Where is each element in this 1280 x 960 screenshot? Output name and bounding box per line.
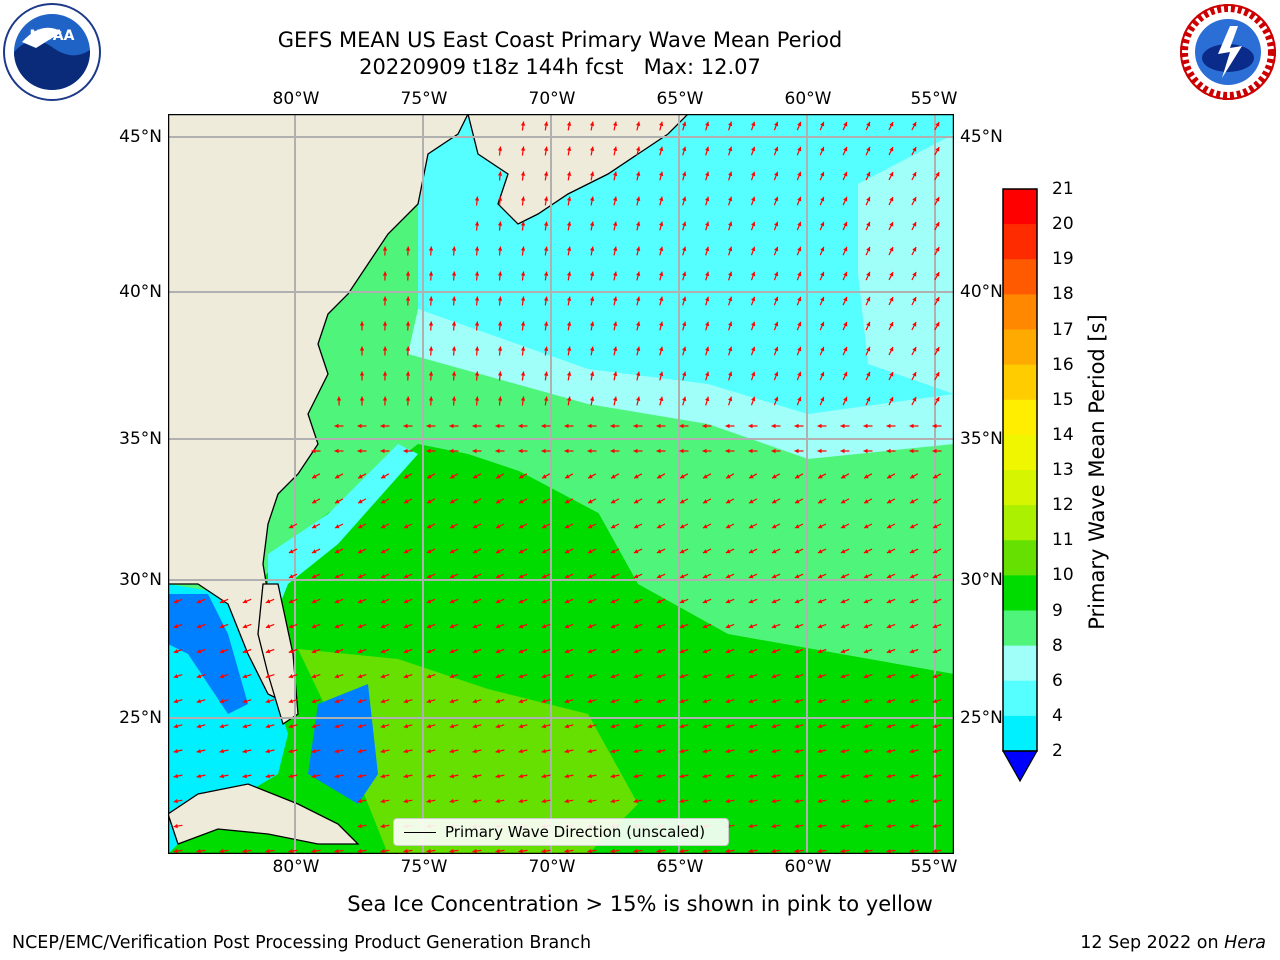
legend-line-icon (404, 832, 436, 833)
footer-date-text: 12 Sep 2022 on (1080, 933, 1224, 953)
colorbar-tick-label: 19 (1052, 249, 1074, 269)
wave-period-map (168, 114, 954, 854)
colorbar-tick-label: 6 (1052, 671, 1063, 691)
sea-ice-note: Sea Ice Concentration > 15% is shown in … (150, 891, 1130, 917)
colorbar-tick-label: 14 (1052, 425, 1074, 445)
colorbar-tick-label: 9 (1052, 601, 1063, 621)
colorbar-tick-label: 17 (1052, 320, 1074, 340)
noaa-logo-icon: NOAA (2, 2, 102, 102)
lon-tick-top-65w: 65°W (657, 89, 704, 109)
colorbar-band (1003, 224, 1037, 260)
colorbar-band (1003, 435, 1037, 471)
lon-tick-top-70w: 70°W (529, 89, 576, 109)
colorbar-band (1003, 540, 1037, 576)
nws-logo-icon (1178, 2, 1278, 102)
lon-tick-bottom-55w: 55°W (911, 857, 958, 877)
legend-label: Primary Wave Direction (unscaled) (445, 819, 705, 845)
colorbar-tick-label: 10 (1052, 565, 1074, 585)
colorbar-tick-label: 13 (1052, 460, 1074, 480)
colorbar-band (1003, 505, 1037, 541)
lon-tick-bottom-70w: 70°W (529, 857, 576, 877)
colorbar-tick-label: 12 (1052, 495, 1074, 515)
footer-branch: NCEP/EMC/Verification Post Processing Pr… (12, 933, 591, 953)
colorbar-tick-label: 20 (1052, 214, 1074, 234)
colorbar-band (1003, 259, 1037, 295)
colorbar-tick-label: 16 (1052, 355, 1074, 375)
lon-tick-bottom-75w: 75°W (401, 857, 448, 877)
map-subtitle-run: 20220909 t18z 144h fcst Max: 12.07 (150, 54, 970, 80)
colorbar-band (1003, 575, 1037, 611)
colorbar (1000, 185, 1040, 785)
lat-tick-left-45n: 45°N (119, 127, 162, 147)
colorbar-tick-label: 11 (1052, 530, 1074, 550)
colorbar-band (1003, 611, 1037, 647)
lat-tick-left-35n: 35°N (119, 429, 162, 449)
lat-tick-right-30n: 30°N (960, 570, 1003, 590)
colorbar-band (1003, 189, 1037, 225)
lon-tick-top-60w: 60°W (785, 89, 832, 109)
lat-tick-right-45n: 45°N (960, 127, 1003, 147)
colorbar-band (1003, 365, 1037, 401)
footer-host: Hera (1224, 933, 1266, 953)
colorbar-tick-label: 4 (1052, 706, 1063, 726)
colorbar-band (1003, 716, 1037, 752)
lat-tick-right-40n: 40°N (960, 282, 1003, 302)
colorbar-band (1003, 681, 1037, 717)
colorbar-tick-label: 21 (1052, 179, 1074, 199)
colorbar-tick-label: 15 (1052, 390, 1074, 410)
map-title: GEFS MEAN US East Coast Primary Wave Mea… (150, 27, 970, 53)
colorbar-band (1003, 646, 1037, 682)
colorbar-band (1003, 400, 1037, 436)
lat-tick-right-25n: 25°N (960, 708, 1003, 728)
colorbar-extend-min (1003, 751, 1037, 781)
colorbar-tick-label: 2 (1052, 741, 1063, 761)
noaa-logo-text: NOAA (30, 28, 75, 44)
colorbar-tick-label: 18 (1052, 284, 1074, 304)
lat-tick-left-40n: 40°N (119, 282, 162, 302)
lon-tick-bottom-65w: 65°W (657, 857, 704, 877)
colorbar-title: Primary Wave Mean Period [s] (1085, 314, 1109, 630)
lat-tick-right-35n: 35°N (960, 429, 1003, 449)
map-legend: Primary Wave Direction (unscaled) (393, 818, 729, 846)
colorbar-band (1003, 470, 1037, 506)
lat-tick-left-25n: 25°N (119, 708, 162, 728)
colorbar-band (1003, 294, 1037, 330)
lon-tick-bottom-60w: 60°W (785, 857, 832, 877)
lon-tick-top-80w: 80°W (273, 89, 320, 109)
colorbar-tick-label: 8 (1052, 636, 1063, 656)
lon-tick-top-75w: 75°W (401, 89, 448, 109)
footer-date: 12 Sep 2022 on Hera (1080, 933, 1266, 953)
colorbar-band (1003, 330, 1037, 366)
lon-tick-bottom-80w: 80°W (273, 857, 320, 877)
lat-tick-left-30n: 30°N (119, 570, 162, 590)
lon-tick-top-55w: 55°W (911, 89, 958, 109)
